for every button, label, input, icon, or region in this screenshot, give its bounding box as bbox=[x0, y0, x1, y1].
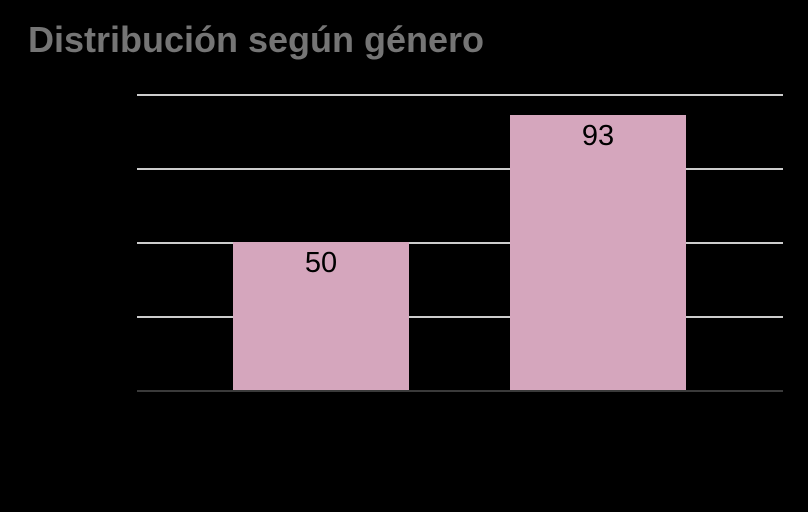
bar-category-2: 93 bbox=[510, 115, 686, 390]
chart-title: Distribución según género bbox=[28, 19, 485, 60]
gridline-75 bbox=[137, 168, 783, 170]
gridline-50 bbox=[137, 242, 783, 244]
bar-value-label-1: 50 bbox=[304, 247, 338, 279]
plot-area: 50 93 bbox=[137, 94, 783, 392]
gridline-100 bbox=[137, 94, 783, 96]
bar-value-label-2: 93 bbox=[581, 120, 615, 152]
bar-category-1: 50 bbox=[233, 242, 409, 390]
gridline-25 bbox=[137, 316, 783, 318]
x-axis-line bbox=[137, 390, 783, 392]
